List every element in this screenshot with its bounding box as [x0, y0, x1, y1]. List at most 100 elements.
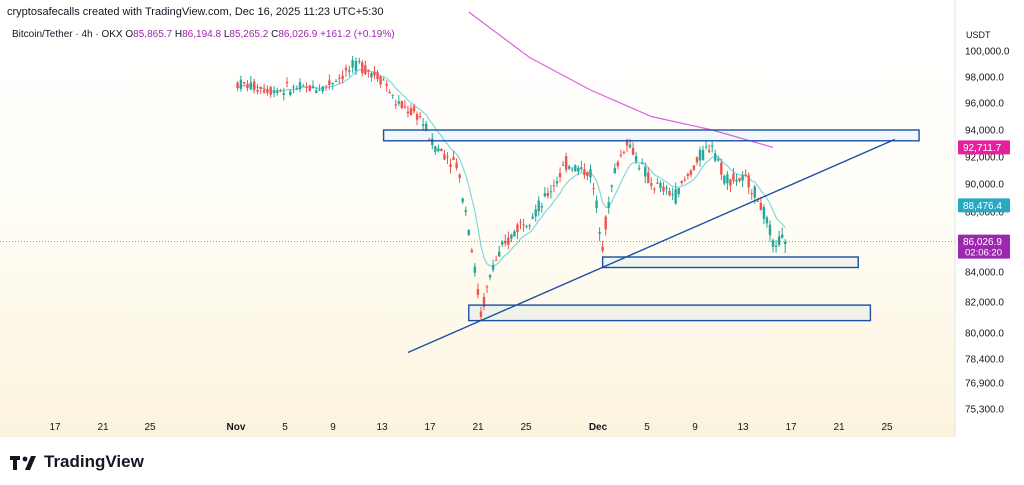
- candle: [637, 164, 641, 171]
- candle-body: [256, 90, 259, 92]
- candle: [501, 240, 504, 247]
- candle-body: [292, 86, 295, 88]
- candle-body: [765, 217, 769, 224]
- candle-body: [753, 186, 756, 198]
- candle: [421, 117, 425, 131]
- candle: [665, 184, 668, 195]
- candle-body: [558, 172, 562, 178]
- candle: [647, 167, 650, 184]
- candle-body: [519, 221, 522, 223]
- candle: [710, 141, 714, 153]
- candle: [680, 180, 683, 186]
- time-tick-label: 9: [692, 422, 698, 433]
- candle-body: [729, 179, 732, 186]
- candle: [659, 180, 662, 193]
- price-tick-label: 88,000.0: [965, 208, 1004, 219]
- price-tick-label: 92,000.0: [965, 153, 1004, 164]
- candle: [351, 56, 354, 73]
- candle: [418, 111, 422, 119]
- candle-body: [476, 289, 480, 295]
- resistance-zone: [382, 129, 920, 142]
- price-badge-value: 92,711.7: [963, 143, 1002, 154]
- candle-body: [379, 76, 382, 85]
- candle: [723, 174, 726, 186]
- symbol-legend: Bitcoin/Tether · 4h · OKX O85,865.7 H86,…: [12, 29, 395, 40]
- candle-body: [361, 62, 364, 74]
- candle-body: [771, 240, 775, 247]
- candle-body: [653, 188, 656, 190]
- candle: [534, 204, 537, 222]
- candle: [610, 184, 613, 193]
- candle-body: [443, 154, 446, 160]
- candle-body: [370, 73, 373, 78]
- candle-body: [452, 157, 455, 161]
- candle: [592, 182, 595, 196]
- candle-body: [762, 207, 766, 219]
- candle-body: [549, 191, 553, 193]
- candle-body: [242, 82, 246, 84]
- candle-body: [616, 162, 620, 167]
- candle: [498, 245, 501, 257]
- candle-body: [424, 123, 428, 131]
- candle: [397, 95, 401, 107]
- candle: [315, 87, 318, 94]
- candle-body: [473, 266, 477, 273]
- candle: [650, 177, 653, 190]
- chart-area[interactable]: USDT 100,000.0 98,000.0 96,000.0 94,000.0 92,…: [0, 0, 1024, 440]
- time-tick-label: 25: [144, 422, 156, 433]
- candle: [458, 173, 461, 183]
- support-upper-zone: [601, 256, 859, 269]
- candle: [571, 166, 574, 173]
- candle: [236, 81, 239, 91]
- candle: [259, 86, 262, 95]
- time-tick-label: 13: [376, 422, 388, 433]
- candle: [644, 162, 647, 184]
- price-tick-label: 96,000.0: [965, 99, 1004, 110]
- candle-body: [348, 70, 351, 72]
- candle-body: [382, 79, 385, 81]
- candle-body: [367, 69, 370, 72]
- candle-body: [276, 90, 279, 93]
- time-tick-label: 21: [833, 422, 845, 433]
- candle-body: [522, 224, 525, 226]
- candle-body: [774, 245, 778, 247]
- candle-body: [750, 193, 753, 195]
- candle-body: [665, 187, 668, 189]
- candle: [619, 149, 623, 158]
- candle-body: [358, 61, 361, 63]
- time-tick-label: 13: [737, 422, 749, 433]
- candle: [388, 89, 391, 94]
- candle-body: [485, 286, 489, 288]
- candle: [528, 223, 531, 230]
- candlestick-chart[interactable]: USDT 100,000.0 98,000.0 96,000.0 94,000.0 92,…: [0, 0, 1024, 440]
- candle-body: [610, 185, 613, 188]
- candle: [239, 75, 243, 92]
- candle: [305, 82, 308, 93]
- candle: [555, 176, 559, 188]
- candle: [412, 104, 416, 114]
- candle: [446, 152, 449, 165]
- tradingview-logo-icon: [10, 456, 36, 470]
- candle-body: [470, 250, 474, 253]
- candle-body: [272, 90, 276, 94]
- candle-body: [574, 165, 577, 172]
- plot-background: [0, 0, 955, 437]
- candle: [589, 164, 592, 184]
- candle: [574, 164, 577, 172]
- time-tick-label: 17: [49, 422, 61, 433]
- candle: [510, 233, 513, 243]
- candle-body: [266, 89, 269, 94]
- candle: [262, 83, 266, 94]
- candle: [549, 184, 553, 199]
- candle-body: [331, 82, 334, 85]
- candle-body: [376, 72, 379, 80]
- candle: [338, 74, 341, 85]
- candle-body: [780, 234, 784, 238]
- candle-body: [385, 83, 388, 86]
- candle: [302, 83, 305, 87]
- candle-body: [516, 224, 519, 233]
- candle: [376, 70, 379, 82]
- candle: [698, 146, 702, 167]
- candle: [692, 165, 696, 172]
- candle-body: [279, 90, 282, 92]
